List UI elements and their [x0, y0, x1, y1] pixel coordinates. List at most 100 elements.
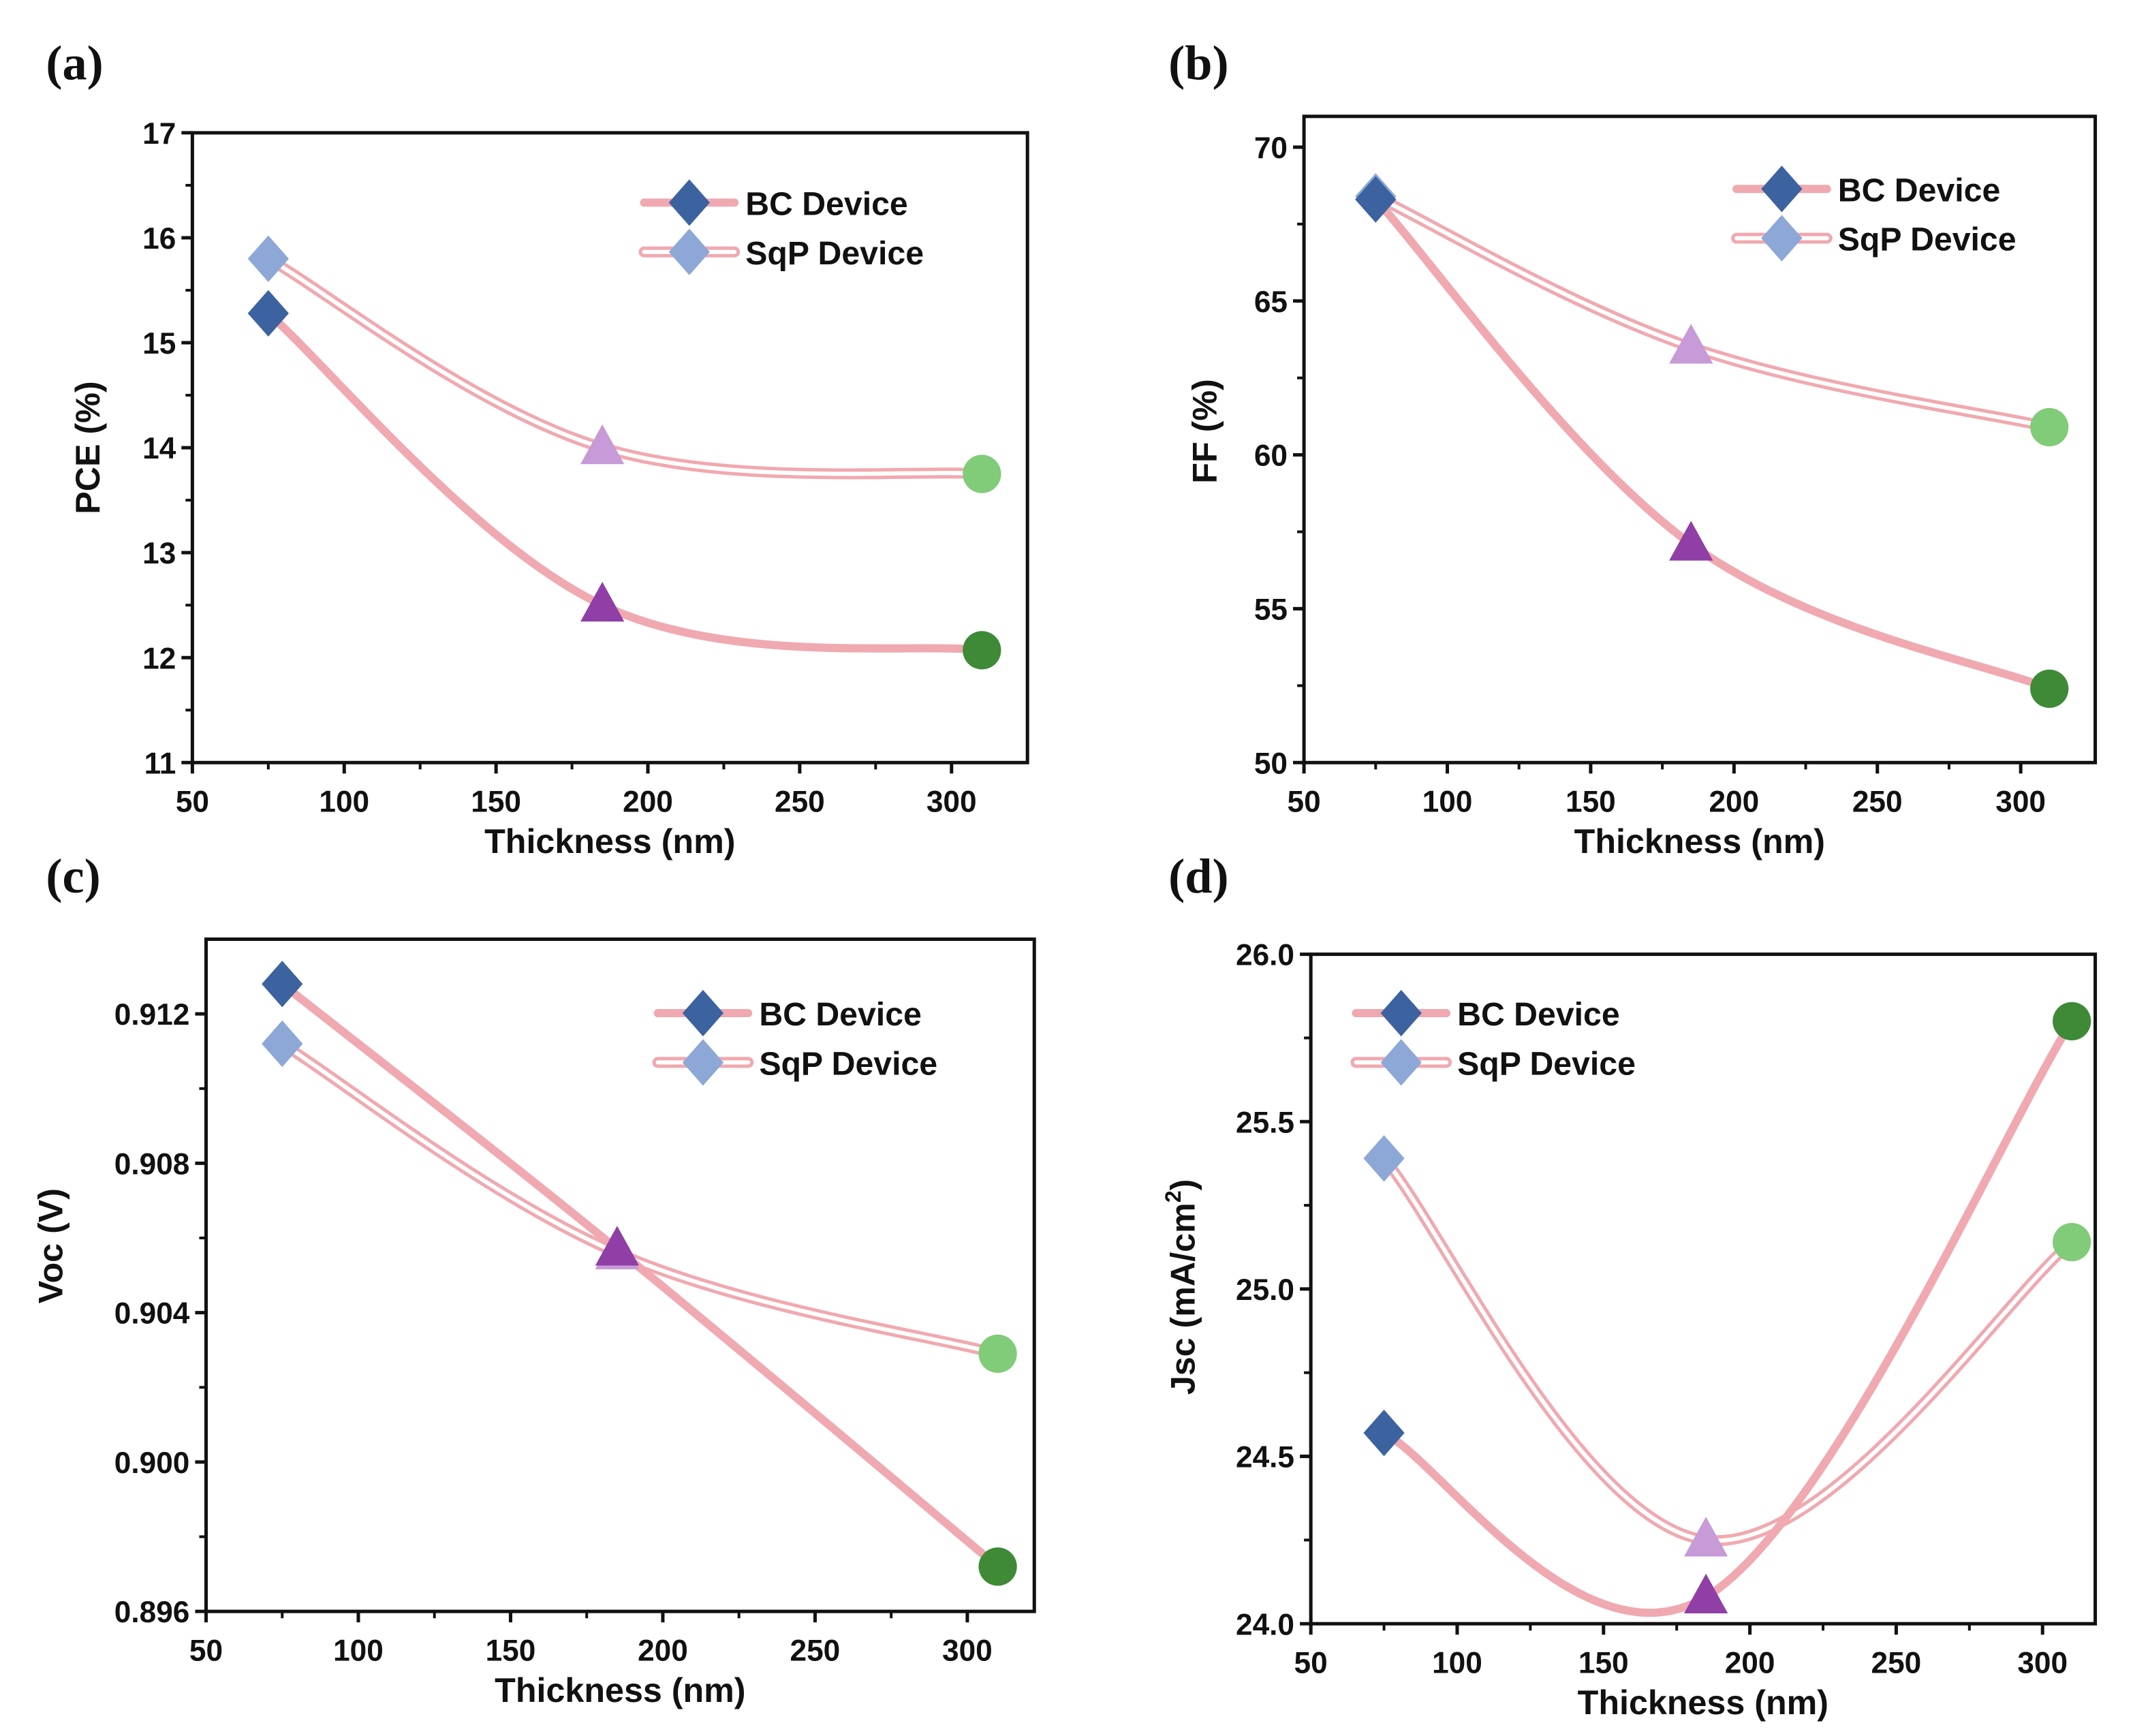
series-bc — [1380, 1017, 2076, 1617]
legend-diamond-icon — [1380, 1039, 1422, 1086]
legend-label: SqP Device — [1457, 1045, 1636, 1082]
series-line — [264, 309, 986, 655]
y-tick-label: 70 — [1254, 131, 1288, 165]
panel-b: (b) 50 100 150 200 250 300 50 55 60 65 70 Thickness … — [1168, 36, 2098, 861]
triangle-marker — [1669, 521, 1713, 561]
series-line-inner — [266, 256, 984, 476]
x-tick-label: 250 — [790, 1634, 841, 1667]
panel-label: (d) — [1168, 849, 1228, 903]
triangle-marker — [1669, 324, 1713, 364]
y-axis-label: Voc (V) — [32, 1188, 70, 1303]
triangle-marker — [595, 1226, 640, 1266]
legend: BC Device SqP Device — [1350, 989, 1636, 1086]
series-line — [262, 253, 988, 480]
circle-marker — [963, 454, 1001, 493]
y-axis-label: Jsc (mA/cm2) — [1161, 1179, 1202, 1395]
diamond-marker — [262, 961, 303, 1008]
x-axis-label: Thickness (nm) — [484, 822, 735, 861]
diamond-marker — [247, 235, 289, 282]
x-tick-label: 300 — [2017, 1647, 2068, 1680]
triangle-marker — [580, 582, 625, 622]
plot-frame — [1302, 114, 2098, 764]
legend-diamond-icon — [1380, 989, 1422, 1037]
series-bc — [264, 309, 986, 655]
y-axis-label: PCE (%) — [69, 381, 107, 514]
x-axis-label: Thickness (nm) — [495, 1671, 745, 1709]
x-tick-label: 50 — [1288, 786, 1321, 819]
circle-marker — [978, 1334, 1017, 1374]
series-line — [277, 1038, 1003, 1359]
y-label-end: ) — [1164, 1179, 1202, 1191]
x-tick-label: 250 — [775, 786, 825, 819]
legend-label: BC Device — [1457, 996, 1620, 1033]
triangle-marker — [580, 424, 625, 465]
y-tick-label: 55 — [1254, 593, 1288, 627]
series-line — [1371, 195, 2054, 693]
x-tick-label: 50 — [189, 1634, 223, 1667]
y-tick-label: 17 — [142, 117, 176, 151]
y-tick-label: 26.0 — [1236, 939, 1294, 972]
legend-label: SqP Device — [759, 1045, 937, 1082]
triangle-marker — [1683, 1517, 1728, 1557]
x-tick-label: 250 — [1852, 786, 1903, 819]
series-line — [1380, 1017, 2076, 1617]
y-tick-label: 0.900 — [114, 1446, 190, 1480]
y-label-main: Jsc (mA/cm — [1164, 1203, 1202, 1395]
circle-marker — [978, 1547, 1017, 1586]
legend-diamond-icon — [682, 989, 724, 1037]
legend-diamond-icon — [682, 1039, 724, 1086]
legend-diamond-icon — [668, 228, 710, 275]
x-tick-label: 200 — [638, 1634, 688, 1667]
x-tick-label: 50 — [1294, 1647, 1328, 1680]
y-tick-label: 24.5 — [1236, 1441, 1294, 1474]
legend: BC Device SqP Device — [1731, 166, 2017, 262]
x-tick-label: 300 — [1995, 786, 2046, 819]
y-tick-label: 11 — [144, 747, 176, 780]
x-tick-label: 200 — [1725, 1647, 1775, 1680]
y-tick-label: 65 — [1254, 285, 1288, 319]
y-tick-label: 0.896 — [114, 1596, 190, 1629]
x-tick-label: 100 — [1432, 1647, 1482, 1680]
y-tick-label: 25.0 — [1236, 1273, 1294, 1307]
legend-label: BC Device — [1838, 172, 2001, 208]
diamond-marker — [262, 1020, 303, 1068]
x-tick-label: 50 — [176, 786, 209, 819]
y-tick-label: 50 — [1254, 747, 1288, 780]
legend: BC Device SqP Device — [652, 989, 937, 1086]
legend-label: SqP Device — [745, 235, 924, 272]
y-tick-label: 15 — [142, 327, 176, 360]
x-tick-label: 100 — [1422, 786, 1473, 819]
legend-label: BC Device — [759, 996, 922, 1033]
y-label-sup: 2 — [1161, 1190, 1185, 1203]
panel-label: (b) — [1168, 36, 1228, 91]
series-line-inner — [280, 1041, 1000, 1356]
x-tick-label: 150 — [486, 1634, 536, 1667]
x-tick-label: 200 — [623, 786, 673, 819]
series-bc — [1371, 195, 2054, 693]
panel-label: (a) — [46, 36, 103, 91]
legend-diamond-icon — [668, 179, 710, 226]
x-axis-label: Thickness (nm) — [1578, 1684, 1828, 1722]
y-tick-label: 60 — [1254, 439, 1288, 473]
y-tick-label: 12 — [142, 642, 176, 675]
legend-diamond-icon — [1761, 166, 1803, 213]
x-tick-label: 250 — [1871, 1647, 1922, 1680]
y-tick-label: 0.912 — [114, 998, 190, 1032]
x-axis-label: Thickness (nm) — [1574, 822, 1825, 861]
y-tick-label: 0.908 — [114, 1147, 190, 1181]
diamond-marker — [1363, 1135, 1405, 1182]
diamond-marker — [1363, 1410, 1405, 1457]
diamond-marker — [247, 290, 289, 337]
triangle-marker — [1683, 1573, 1728, 1614]
y-tick-label: 24.0 — [1236, 1608, 1294, 1641]
y-tick-label: 14 — [142, 432, 176, 465]
x-tick-label: 100 — [333, 1634, 384, 1667]
panel-a: (a) 50 100 150 200 250 300 11 12 13 14 15 16 17 Thickn… — [46, 36, 1029, 861]
y-tick-label: 16 — [142, 222, 176, 255]
circle-marker — [2053, 1222, 2091, 1262]
series-sqp — [262, 253, 988, 480]
series-sqp — [277, 1038, 1003, 1359]
legend-label: SqP Device — [1838, 221, 2017, 258]
panel-d: (d) 50 100 150 200 250 300 24.0 24.5 25.0 25.5 26.0… — [1161, 849, 2098, 1722]
